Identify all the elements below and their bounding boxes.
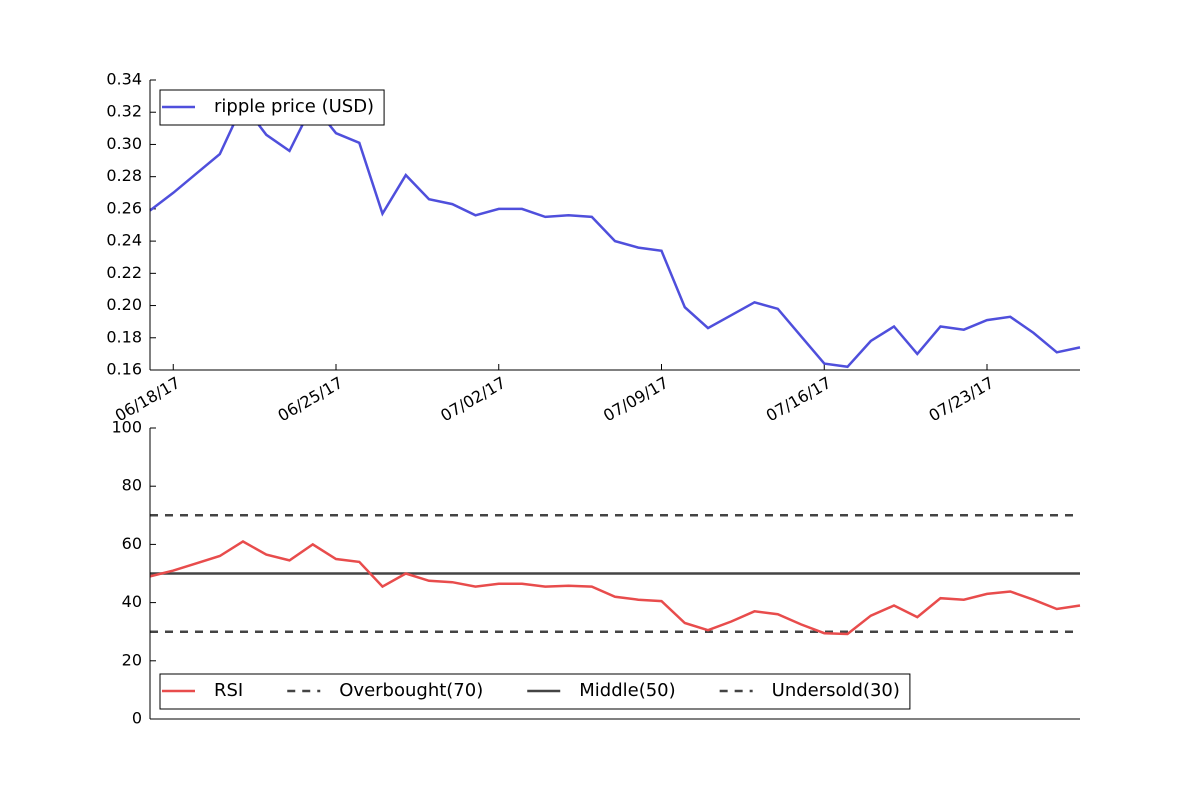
legend-label: RSI <box>214 680 243 701</box>
y-tick-label: 0.32 <box>106 102 142 121</box>
y-tick-label: 60 <box>122 534 142 553</box>
x-tick-label: 07/16/17 <box>763 373 835 425</box>
y-tick-label: 0.26 <box>106 198 142 217</box>
x-tick-label: 06/25/17 <box>275 373 347 425</box>
legend: ripple price (USD) <box>159 89 385 126</box>
legend-label: Undersold(30) <box>772 680 900 701</box>
price-line <box>149 101 1081 369</box>
y-tick-label: 0.22 <box>106 263 142 282</box>
x-tick-label: 07/02/17 <box>437 373 509 425</box>
y-tick-label: 20 <box>122 650 142 669</box>
x-tick-label: 07/23/17 <box>926 373 998 425</box>
legend-box <box>159 89 385 126</box>
y-tick-label: 0.16 <box>106 360 142 379</box>
legend-label: Middle(50) <box>579 680 675 701</box>
legend-label: ripple price (USD) <box>214 96 374 117</box>
y-tick-label: 100 <box>111 418 142 437</box>
legend: RSI Overbought(70) Middle(50) Undersold(30) <box>159 673 911 710</box>
price-line <box>149 540 1081 636</box>
x-tick-label: 07/09/17 <box>600 373 672 425</box>
y-tick-label: 0.28 <box>106 166 142 185</box>
y-tick-label: 80 <box>122 476 142 495</box>
y-tick-label: 0.20 <box>106 295 142 314</box>
y-tick-label: 0.34 <box>106 70 142 89</box>
y-tick-label: 0 <box>132 709 142 728</box>
y-tick-label: 0.24 <box>106 231 142 250</box>
y-tick-label: 0.30 <box>106 134 142 153</box>
y-tick-label: 40 <box>122 592 142 611</box>
y-tick-label: 0.18 <box>106 327 142 346</box>
legend-label: Overbought(70) <box>339 680 483 701</box>
